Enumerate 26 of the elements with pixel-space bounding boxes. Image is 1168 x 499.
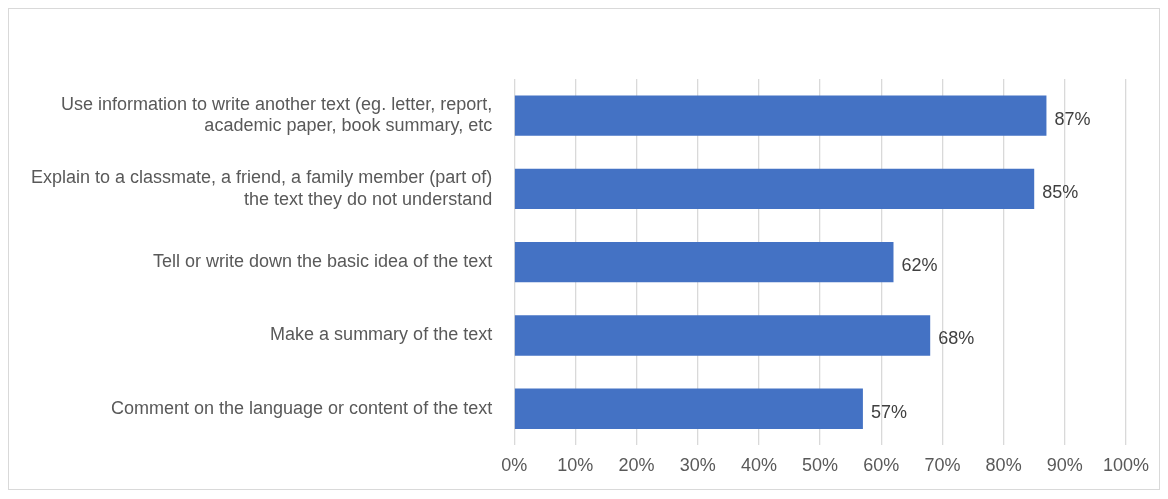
x-tick-label: 70% — [924, 455, 961, 476]
bar — [514, 168, 1035, 210]
data-label: 62% — [901, 255, 938, 276]
y-tick-label: Comment on the language or content of the text — [110, 397, 493, 418]
x-tick-label: 0% — [501, 455, 528, 476]
bar — [514, 315, 931, 356]
data-label: 68% — [938, 328, 975, 349]
bar — [514, 95, 1047, 136]
y-tick-label: Use information to write another text (eg. letter, report, academic paper, book summary, etc — [60, 93, 493, 136]
x-tick-label: 90% — [1046, 455, 1083, 476]
y-tick-label: Make a summary of the text — [270, 324, 493, 345]
x-tick-label: 10% — [557, 455, 594, 476]
x-tick-label: 100% — [1102, 455, 1149, 476]
bar — [514, 388, 863, 429]
x-tick-label: 50% — [802, 455, 839, 476]
x-tick-label: 60% — [863, 455, 900, 476]
x-tick-label: 80% — [985, 455, 1022, 476]
y-tick-label: Tell or write down the basic idea of the text — [152, 251, 493, 272]
x-tick-label: 20% — [618, 455, 655, 476]
x-tick-label: 40% — [740, 455, 777, 476]
x-tick-label: 30% — [679, 455, 716, 476]
bar — [514, 242, 894, 283]
data-label: 87% — [1054, 108, 1091, 129]
y-tick-label: Explain to a classmate, a friend, a family member (part of) the text they do not understand — [30, 167, 493, 209]
data-label: 57% — [870, 401, 907, 422]
data-label: 85% — [1042, 181, 1079, 202]
